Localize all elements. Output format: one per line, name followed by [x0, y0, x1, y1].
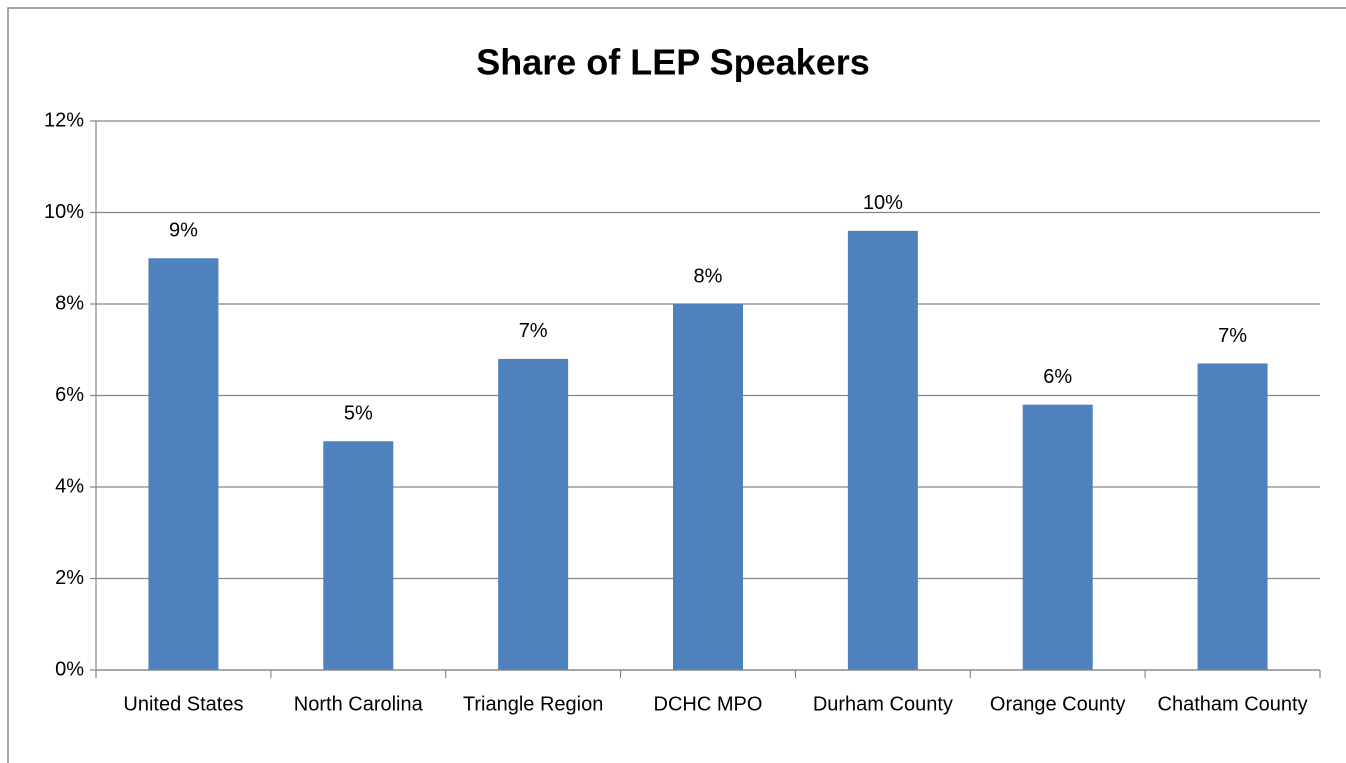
- bar: [1022, 404, 1093, 670]
- bar: [148, 258, 219, 670]
- x-tick-label: North Carolina: [294, 693, 424, 715]
- y-tick-label: 6%: [55, 384, 84, 406]
- x-tick-label: United States: [123, 693, 243, 715]
- chart-frame: [7, 7, 1346, 763]
- y-tick-label: 12%: [44, 109, 84, 131]
- x-tick-label: Orange County: [990, 693, 1126, 715]
- y-tick-label: 10%: [44, 201, 84, 223]
- bar: [847, 230, 918, 671]
- bar: [498, 358, 569, 670]
- x-tick-label: Chatham County: [1158, 693, 1308, 715]
- value-label: 9%: [169, 220, 198, 242]
- value-label: 8%: [694, 265, 723, 287]
- bar: [673, 304, 743, 670]
- x-tick-label: Durham County: [813, 693, 953, 715]
- y-tick-label: 2%: [55, 567, 84, 589]
- y-tick-label: 4%: [55, 475, 84, 497]
- value-label: 10%: [863, 192, 903, 214]
- bar: [1197, 363, 1268, 670]
- value-label: 7%: [1218, 325, 1247, 347]
- y-tick-label: 8%: [55, 292, 84, 314]
- value-label: 7%: [519, 320, 548, 342]
- y-tick-label: 0%: [55, 658, 84, 680]
- value-label: 5%: [344, 403, 373, 425]
- x-tick-label: DCHC MPO: [654, 693, 763, 715]
- value-label: 6%: [1043, 366, 1072, 388]
- x-tick-label: Triangle Region: [463, 693, 603, 715]
- chart-title: Share of LEP Speakers: [476, 42, 870, 83]
- bar: [323, 441, 394, 670]
